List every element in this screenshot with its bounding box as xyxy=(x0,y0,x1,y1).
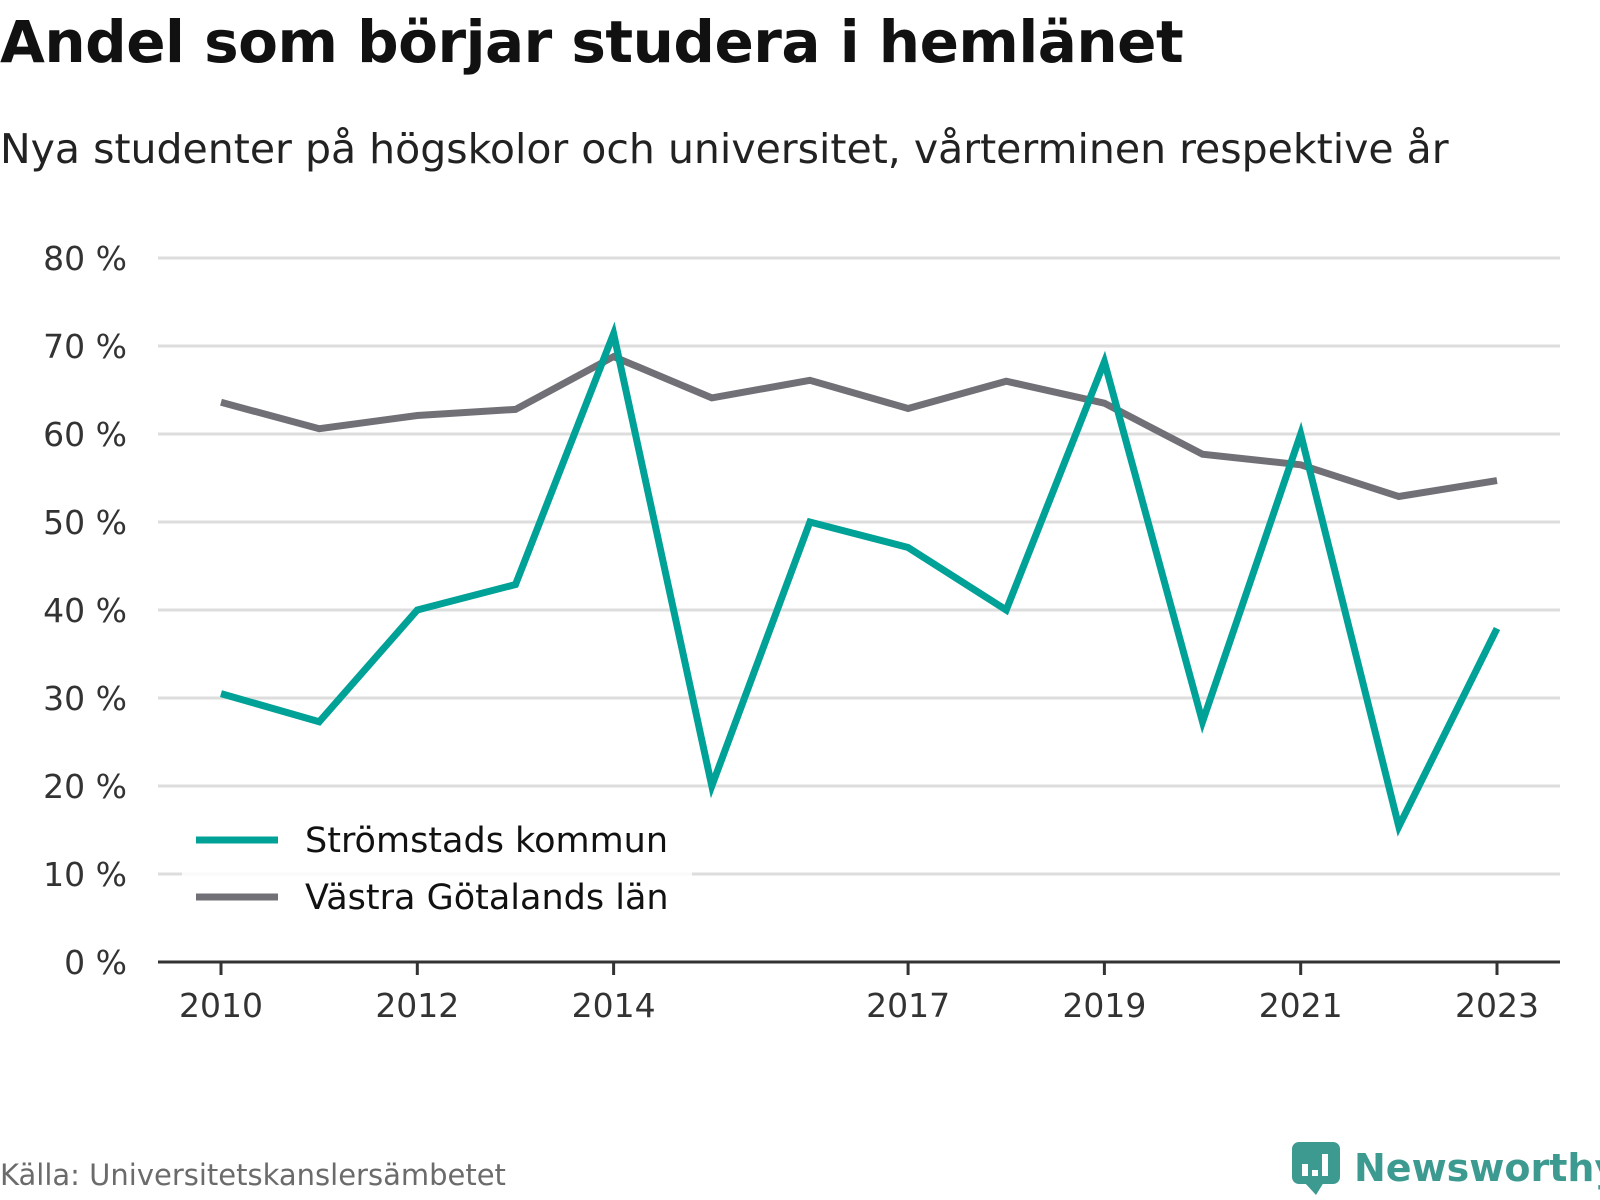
chart-title: Andel som börjar studera i hemlänet xyxy=(0,8,1184,76)
y-tick-label: 80 % xyxy=(43,239,127,278)
y-tick-label: 30 % xyxy=(43,679,127,718)
series-line-1 xyxy=(220,352,1498,501)
legend-label: Strömstads kommun xyxy=(305,821,668,861)
brand-logo: Newsworthy xyxy=(1290,1140,1600,1196)
grid-layer xyxy=(158,256,1560,876)
y-tick-label: 10 % xyxy=(43,855,127,894)
y-tick-label: 20 % xyxy=(43,767,127,806)
y-tick-label: 60 % xyxy=(43,415,127,454)
x-tick-label: 2023 xyxy=(1455,986,1539,1025)
source-note: Källa: Universitetskanslersämbetet xyxy=(0,1158,506,1192)
series-line-0 xyxy=(220,321,1501,837)
line-chart: 0 % 10 % 20 % 30 % 40 % 50 % 60 % 70 % 80 % 2010 2… xyxy=(43,239,1560,1025)
x-tick-label: 2010 xyxy=(179,986,263,1025)
x-tick-label: 2014 xyxy=(572,986,656,1025)
chart-subtitle: Nya studenter på högskolor och universit… xyxy=(0,125,1449,173)
legend-background xyxy=(182,805,692,925)
y-tick-label: 0 % xyxy=(64,943,127,982)
brand-name: Newsworthy xyxy=(1354,1146,1600,1190)
y-tick-label: 50 % xyxy=(43,503,127,542)
x-tick-label: 2021 xyxy=(1259,986,1343,1025)
x-tick-label: 2017 xyxy=(866,986,950,1025)
legend-label: Västra Götalands län xyxy=(305,878,669,918)
newsworthy-logo-icon xyxy=(1292,1142,1340,1195)
axis-layer: 0 % 10 % 20 % 30 % 40 % 50 % 60 % 70 % 80 % 2010 2… xyxy=(43,239,1560,1025)
x-tick-label: 2012 xyxy=(375,986,459,1025)
legend: Strömstads kommun Västra Götalands län xyxy=(182,805,692,925)
series-layer xyxy=(220,321,1501,837)
x-tick-label: 2019 xyxy=(1062,986,1146,1025)
y-tick-label: 70 % xyxy=(43,327,127,366)
y-tick-label: 40 % xyxy=(43,591,127,630)
